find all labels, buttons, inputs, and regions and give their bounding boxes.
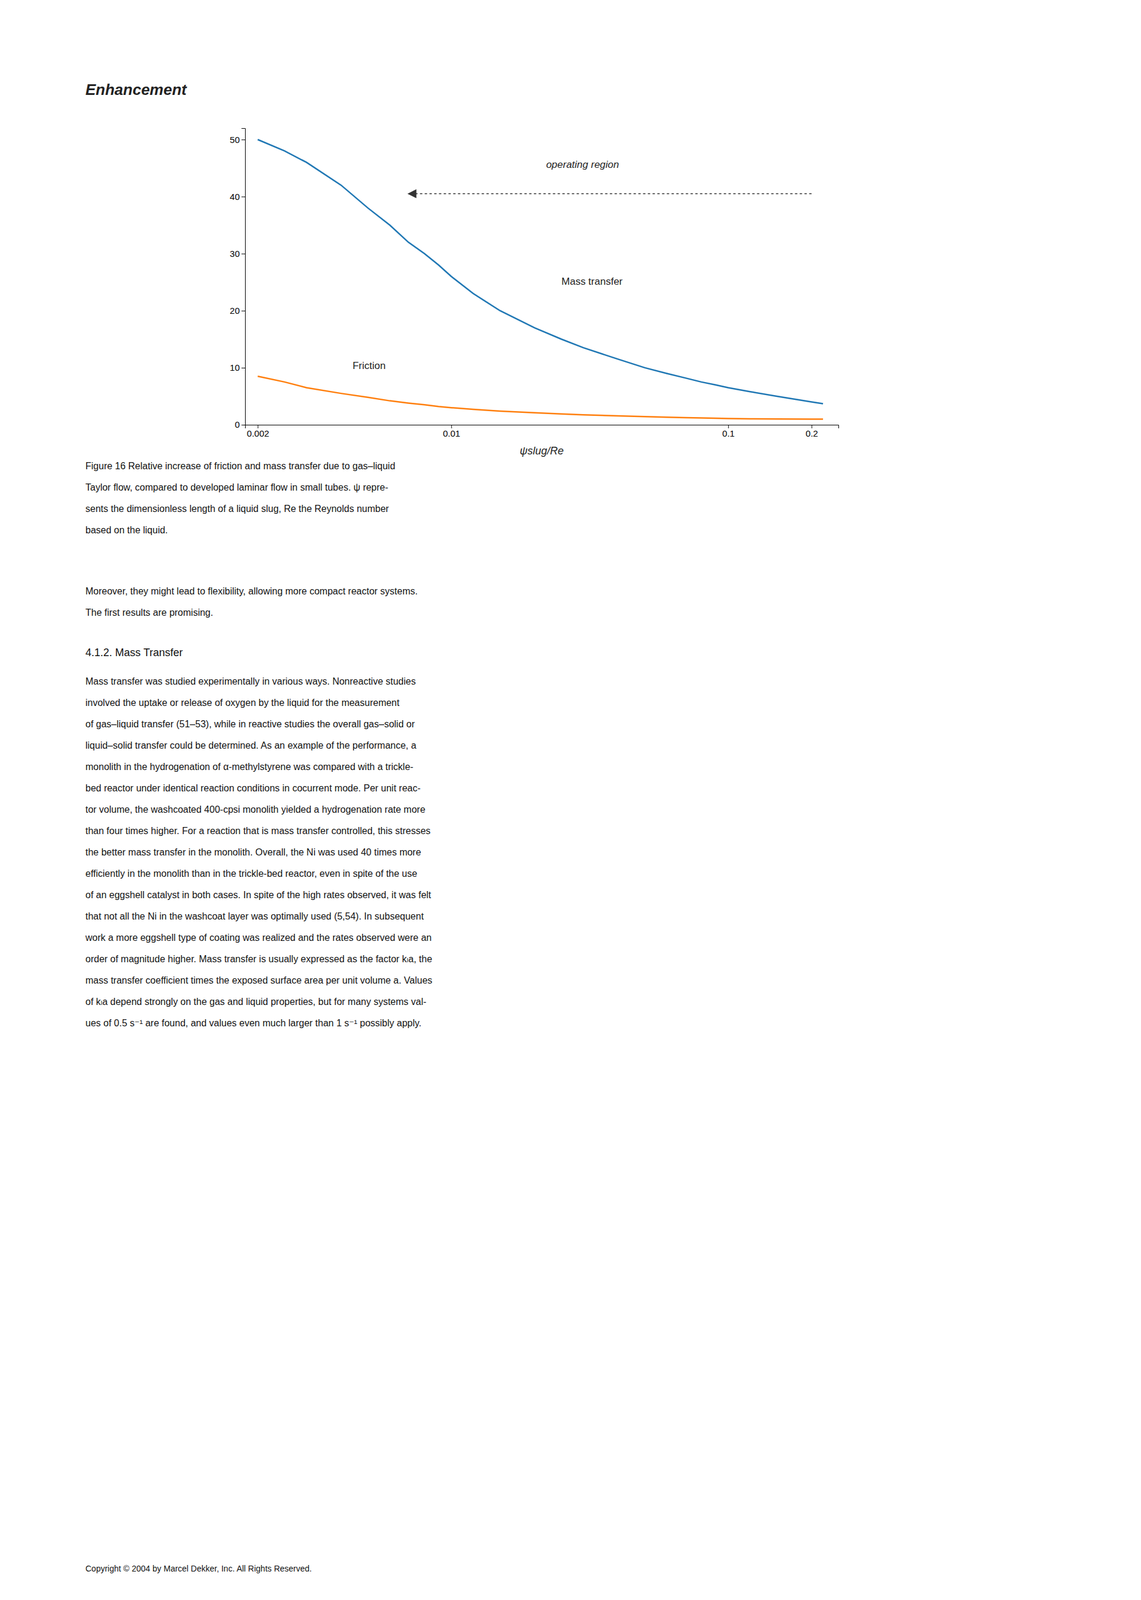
body-line: of gas–liquid transfer (51–53), while in… xyxy=(85,719,416,730)
annotations: Mass transfer Friction operating region xyxy=(352,159,812,372)
y-axis-tick-label: 0 xyxy=(234,419,240,430)
body-line: than four times higher. For a reaction t… xyxy=(85,825,431,837)
y-axis-tick: 50 xyxy=(229,134,246,145)
y-axis-tick-mark xyxy=(241,139,246,141)
body-line: The first results are promising. xyxy=(85,607,214,618)
x-axis: 0.002 0.01 0.1 0.2 xyxy=(245,424,839,439)
y-axis-tick: 20 xyxy=(229,305,246,316)
x-axis-tick: 0.01 xyxy=(442,424,460,439)
annotation-label: Mass transfer xyxy=(561,275,623,288)
caption-line: Figure 16 Relative increase of friction … xyxy=(85,461,396,472)
plot-area: 0.002 0.01 0.1 0.2 0 10 20 30 40 50 ψslug/Re Mass t… xyxy=(229,128,839,458)
lines xyxy=(257,139,823,419)
body-line: efficiently in the monolith than in the … xyxy=(85,868,418,879)
x-axis-tick: 0.2 xyxy=(805,424,819,439)
y-axis-tick-mark xyxy=(241,253,246,255)
y-axis-tick-mark xyxy=(241,424,246,426)
y-axis-tick-label: 10 xyxy=(229,362,240,373)
page-text: Figure 16 Relative increase of friction … xyxy=(84,461,433,1574)
body-line: bed reactor under identical reaction con… xyxy=(85,783,421,794)
x-axis-tick-label: 0.002 xyxy=(246,428,270,439)
body-line: Moreover, they might lead to flexibility… xyxy=(85,586,418,597)
y-axis-tick: 0 xyxy=(234,419,246,430)
page: Enhancement 0.002 0.01 0.1 0.2 0 10 20 30 40 50 ψsl… xyxy=(0,0,1141,1600)
annotation-arrow xyxy=(408,193,812,195)
caption-line: sents the dimensionless length of a liqu… xyxy=(85,503,390,514)
x-axis-label: ψslug/Re xyxy=(519,445,564,457)
caption-line: Taylor flow, compared to developed lamin… xyxy=(85,482,389,493)
background xyxy=(0,0,1141,1600)
body-line: of an eggshell catalyst in both cases. I… xyxy=(85,890,432,901)
y-axis-tick: 40 xyxy=(229,191,246,202)
annotation-label: operating region xyxy=(545,159,619,171)
body-line: the better mass transfer in the monolith… xyxy=(85,847,422,858)
y-axis: 0 10 20 30 40 50 xyxy=(229,128,246,431)
y-axis-tick-mark xyxy=(241,367,246,369)
chart-title: Enhancement xyxy=(85,80,188,99)
body-line: of kₗa depend strongly on the gas and li… xyxy=(85,996,427,1007)
y-axis-tick-mark xyxy=(241,196,246,197)
body-line: involved the uptake or release of oxygen… xyxy=(85,697,400,708)
caption-line: based on the liquid. xyxy=(85,525,168,536)
y-axis-tick: 10 xyxy=(229,362,246,373)
body-line: liquid–solid transfer could be determine… xyxy=(85,740,417,751)
y-axis-tick-label: 50 xyxy=(229,134,240,145)
y-axis-tick-label: 40 xyxy=(229,191,240,202)
y-axis-tick-mark xyxy=(241,310,246,312)
x-axis-tick-label: 0.2 xyxy=(805,428,819,439)
body-line: mass transfer coefficient times the expo… xyxy=(85,975,433,986)
series-line xyxy=(257,139,823,404)
y-axis-tick: 30 xyxy=(229,248,246,259)
x-axis-domain xyxy=(245,425,839,429)
body-line: tor volume, the washcoated 400-cpsi mono… xyxy=(85,804,426,815)
body-line: ues of 0.5 s⁻¹ are found, and values eve… xyxy=(85,1018,422,1029)
x-axis-tick: 0.1 xyxy=(722,424,735,439)
x-axis-tick-label: 0.01 xyxy=(442,428,460,439)
annotation-label: Friction xyxy=(352,360,386,372)
y-axis-tick-label: 20 xyxy=(229,305,240,316)
body-line: order of magnitude higher. Mass transfer… xyxy=(85,954,432,965)
y-axis-domain xyxy=(241,128,246,426)
body-line: Mass transfer was studied experimentally… xyxy=(85,676,416,687)
body-line: work a more eggshell type of coating was… xyxy=(84,932,432,943)
copyright: Copyright © 2004 by Marcel Dekker, Inc. … xyxy=(85,1564,312,1574)
x-axis-tick: 0.002 xyxy=(246,424,270,439)
y-axis-tick-label: 30 xyxy=(229,248,240,259)
section-header: 4.1.2. Mass Transfer xyxy=(85,646,183,659)
x-axis-tick-label: 0.1 xyxy=(722,428,735,439)
body-line: that not all the Ni in the washcoat laye… xyxy=(85,911,425,922)
body-line: monolith in the hydrogenation of α-methy… xyxy=(85,761,414,772)
series-line xyxy=(257,376,823,419)
